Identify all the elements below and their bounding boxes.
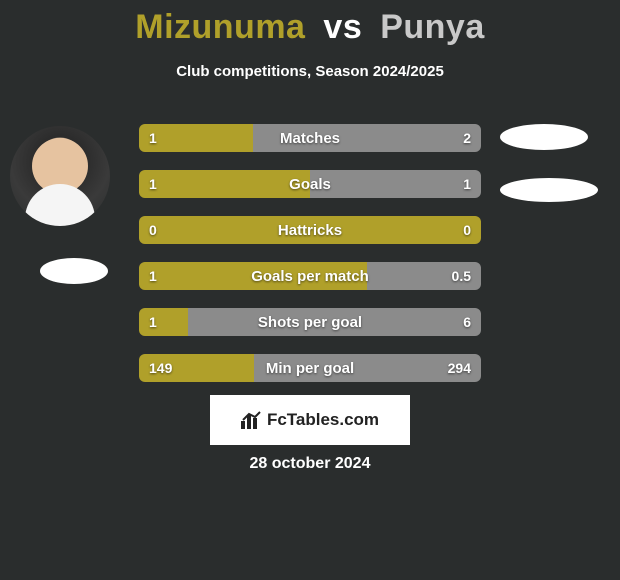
stat-row: 1Matches2 bbox=[139, 124, 481, 152]
player1-name: Mizunuma bbox=[135, 8, 305, 46]
comparison-title: Mizunuma vs Punya bbox=[0, 0, 620, 47]
stat-label: Matches bbox=[139, 130, 481, 147]
stat-row: 149Min per goal294 bbox=[139, 354, 481, 382]
stat-label: Goals per match bbox=[139, 268, 481, 285]
stat-row-text: 149Min per goal294 bbox=[139, 354, 481, 382]
stat-row-text: 0Hattricks0 bbox=[139, 216, 481, 244]
stat-label: Shots per goal bbox=[139, 314, 481, 331]
stat-row-text: 1Matches2 bbox=[139, 124, 481, 152]
stat-label: Min per goal bbox=[139, 360, 481, 377]
stat-label: Goals bbox=[139, 176, 481, 193]
stat-row: 1Shots per goal6 bbox=[139, 308, 481, 336]
stat-row: 0Hattricks0 bbox=[139, 216, 481, 244]
player2-club-logo-1 bbox=[500, 124, 588, 150]
player1-avatar bbox=[10, 126, 110, 226]
bars-icon bbox=[241, 411, 261, 429]
branding-badge: FcTables.com bbox=[210, 395, 410, 445]
stat-row-text: 1Shots per goal6 bbox=[139, 308, 481, 336]
subtitle: Club competitions, Season 2024/2025 bbox=[0, 63, 620, 80]
vs-separator: vs bbox=[323, 8, 362, 46]
stat-row-text: 1Goals per match0.5 bbox=[139, 262, 481, 290]
branding-text: FcTables.com bbox=[267, 410, 379, 430]
stat-row-text: 1Goals1 bbox=[139, 170, 481, 198]
stat-row: 1Goals per match0.5 bbox=[139, 262, 481, 290]
snapshot-date: 28 october 2024 bbox=[0, 455, 620, 473]
player2-name: Punya bbox=[380, 8, 485, 46]
player1-club-logo bbox=[40, 258, 108, 284]
stat-row: 1Goals1 bbox=[139, 170, 481, 198]
stats-bars: 1Matches2 1Goals1 0Hattricks0 1Goals per ma… bbox=[139, 124, 481, 400]
stat-label: Hattricks bbox=[139, 222, 481, 239]
player2-club-logo-2 bbox=[500, 178, 598, 202]
